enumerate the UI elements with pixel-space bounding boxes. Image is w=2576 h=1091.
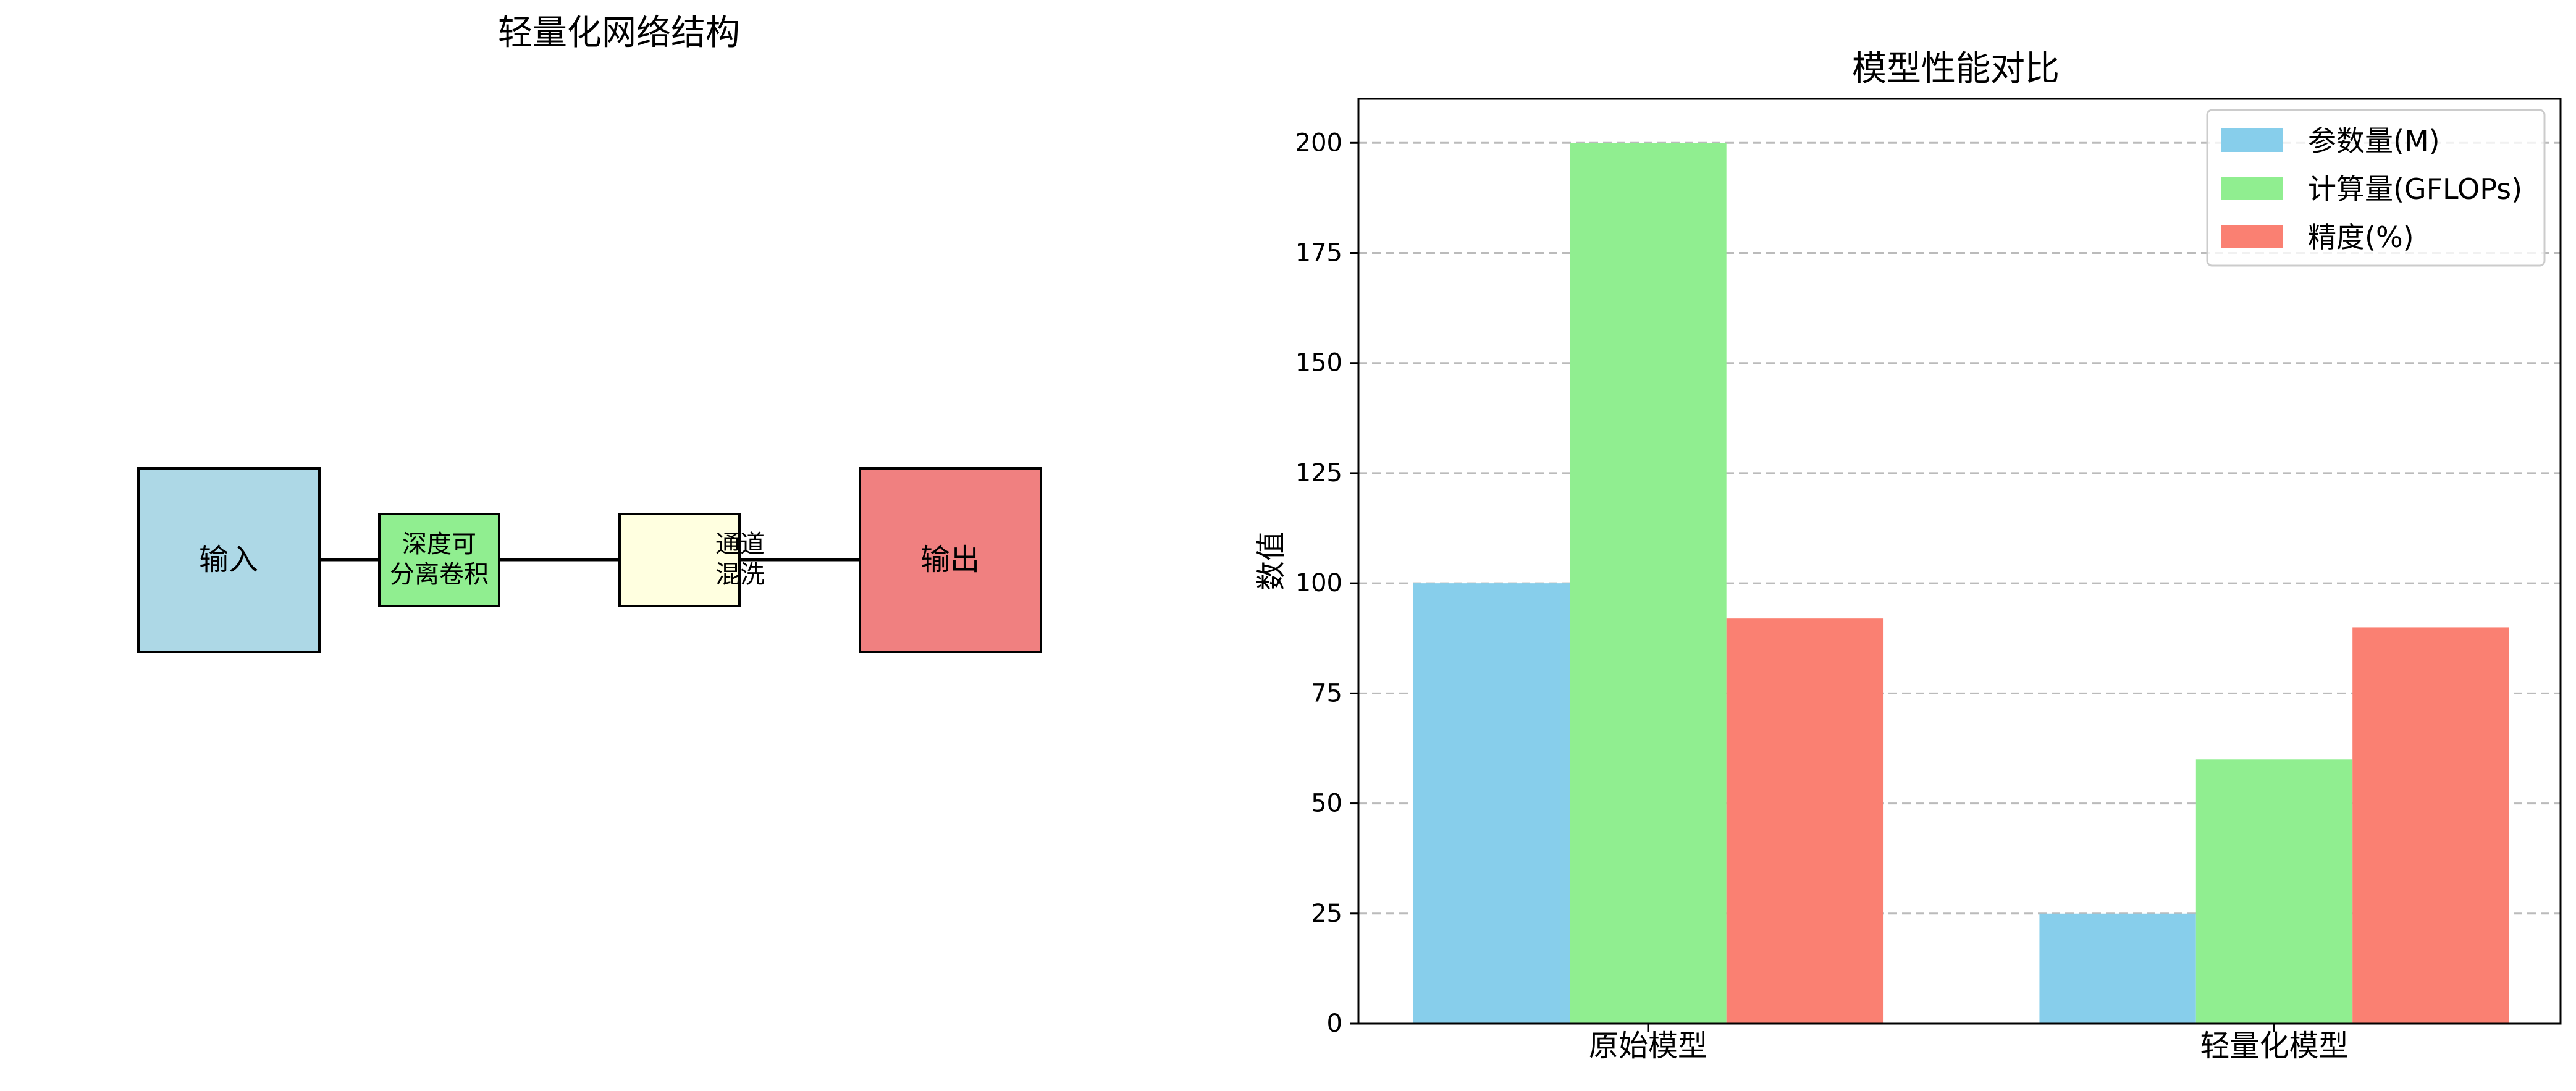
legend-frame xyxy=(2206,109,2546,267)
node-shuffle-label-line1: 通道 xyxy=(715,530,765,558)
y-ticks: 0 25 50 75 100 125 150 175 200 xyxy=(1295,128,1358,1038)
bar-2-2 xyxy=(2195,759,2353,1024)
bar-2-1 xyxy=(2039,913,2196,1024)
legend-swatch-2 xyxy=(2221,177,2283,200)
bar-2-3 xyxy=(2352,627,2509,1024)
node-dwconv xyxy=(378,513,500,607)
bar-1-3 xyxy=(1726,618,1884,1024)
legend-label-2: 计算量(GFLOPs) xyxy=(2308,172,2522,206)
node-input-label: 输入 xyxy=(199,542,258,577)
x-ticks: 原始模型 轻量化模型 xyxy=(1589,1024,2349,1063)
bar-1-2 xyxy=(1570,143,1727,1024)
legend-swatch-1 xyxy=(2221,128,2283,152)
node-dwconv-label-line1: 深度可 xyxy=(402,530,476,558)
y-tick-label: 125 xyxy=(1295,459,1342,487)
node-shuffle xyxy=(618,513,741,607)
legend-label-1: 参数量(M) xyxy=(2308,124,2440,158)
legend-label-3: 精度(%) xyxy=(2308,221,2414,254)
legend: 参数量(M) 计算量(GFLOPs) 精度(%) xyxy=(2206,109,2546,267)
chart-title: 模型性能对比 xyxy=(1852,49,2060,89)
y-tick-label: 100 xyxy=(1295,569,1342,597)
legend-swatch-3 xyxy=(2221,225,2283,248)
bar-1-1 xyxy=(1413,583,1570,1024)
bars xyxy=(1413,143,2509,1024)
network-diagram: 轻量化网络结构 输入 深度可 分离卷积 通道 混洗 输出 xyxy=(137,13,1042,653)
y-tick-label: 50 xyxy=(1311,790,1342,818)
y-tick-label: 0 xyxy=(1327,1009,1342,1038)
x-tick-label: 原始模型 xyxy=(1589,1029,1707,1063)
x-tick-label: 轻量化模型 xyxy=(2200,1029,2348,1063)
y-axis-label: 数值 xyxy=(1254,531,1289,591)
node-input xyxy=(137,467,321,653)
y-tick-label: 150 xyxy=(1295,349,1342,377)
node-dwconv-label-line2: 分离卷积 xyxy=(390,560,489,589)
y-tick-label: 75 xyxy=(1311,679,1342,707)
node-shuffle-label-line2: 混洗 xyxy=(715,560,765,589)
node-output xyxy=(859,467,1042,653)
node-output-label: 输出 xyxy=(920,542,980,577)
plot-frame xyxy=(1357,98,2562,1025)
y-tick-label: 175 xyxy=(1295,239,1342,267)
y-tick-label: 25 xyxy=(1311,899,1342,928)
diagram-title: 轻量化网络结构 xyxy=(498,13,740,53)
y-tick-label: 200 xyxy=(1295,128,1342,157)
grid-lines xyxy=(1358,141,2561,915)
